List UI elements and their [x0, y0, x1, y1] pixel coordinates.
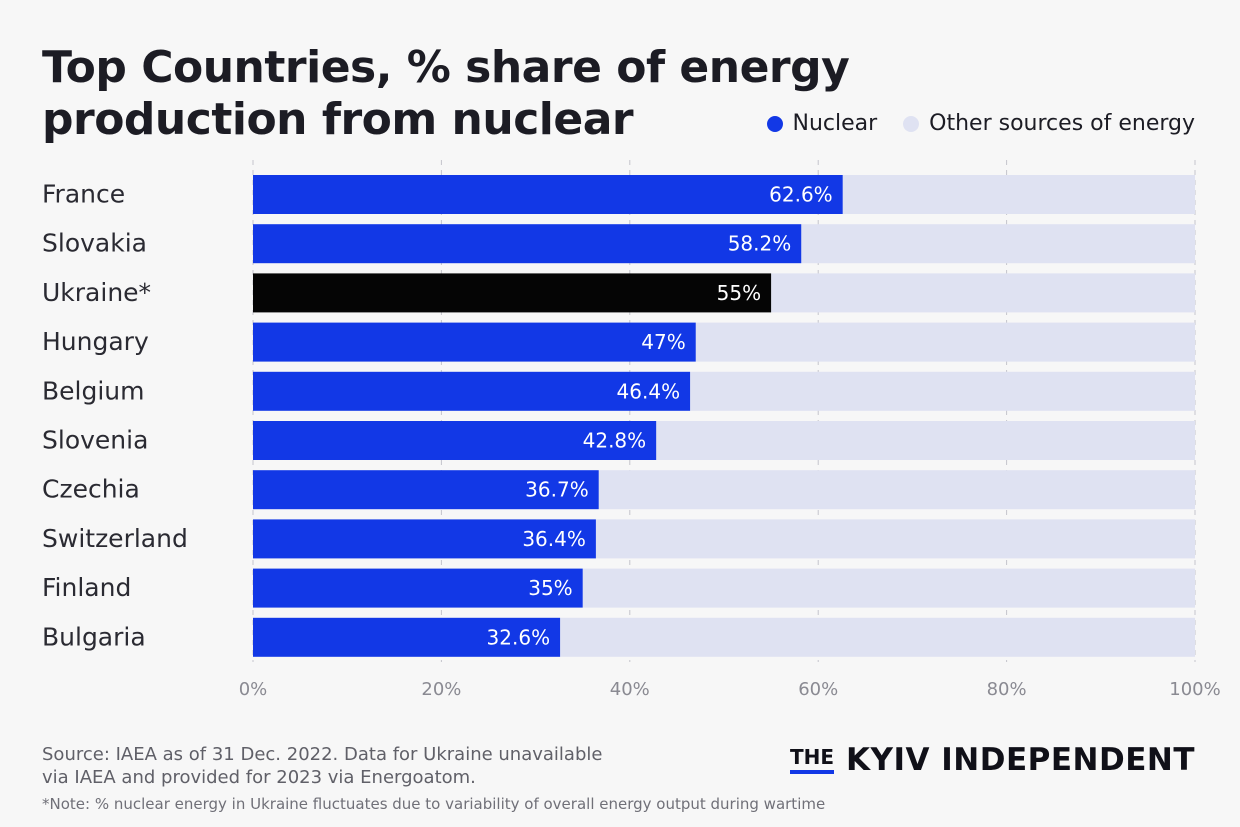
bar-nuclear-switzerland	[253, 519, 596, 559]
x-tick-label-20: 20%	[421, 679, 461, 700]
category-label-switzerland: Switzerland	[42, 524, 188, 553]
footnote: *Note: % nuclear energy in Ukraine fluct…	[42, 795, 826, 813]
data-label-bulgaria: 32.6%	[487, 625, 551, 649]
category-label-slovenia: Slovenia	[42, 426, 148, 455]
category-label-france: France	[42, 180, 125, 209]
brand-logo: THE KYIV INDEPENDENT	[789, 742, 1195, 778]
bar-other-hungary	[695, 322, 1195, 362]
bar-other-france	[842, 175, 1195, 214]
legend-swatch-other	[903, 115, 920, 132]
data-label-switzerland: 36.4%	[522, 527, 586, 551]
legend-label-nuclear: Nuclear	[792, 111, 878, 136]
brand-name: KYIV INDEPENDENT	[845, 742, 1195, 778]
category-label-bulgaria: Bulgaria	[42, 622, 146, 651]
category-label-belgium: Belgium	[42, 376, 145, 405]
x-tick-label-0: 0%	[239, 679, 268, 700]
category-label-hungary: Hungary	[42, 327, 149, 356]
bar-other-slovenia	[656, 421, 1195, 460]
bar-other-czechia	[598, 470, 1195, 510]
data-label-finland: 35%	[528, 576, 572, 600]
bar-chart: 0% 20% 40% 60% 80% 100% France 62.6% Slovakia 58…	[42, 160, 1221, 700]
data-label-france: 62.6%	[769, 183, 833, 207]
data-label-czechia: 36.7%	[525, 478, 589, 502]
bar-other-slovakia	[801, 224, 1195, 264]
bar-layer	[253, 175, 1195, 657]
category-label-slovakia: Slovakia	[42, 229, 147, 258]
source-line-2: via IAEA and provided for 2023 via Energ…	[42, 767, 476, 788]
data-label-slovakia: 58.2%	[728, 232, 792, 256]
bar-nuclear-ukraine	[253, 273, 772, 313]
category-label-czechia: Czechia	[42, 475, 140, 504]
bar-nuclear-finland	[253, 568, 583, 608]
source-line-1: Source: IAEA as of 31 Dec. 2022. Data fo…	[42, 744, 603, 765]
bar-other-belgium	[690, 371, 1195, 411]
x-tick-label-60: 60%	[798, 679, 838, 700]
x-tick-label-40: 40%	[610, 679, 650, 700]
bar-nuclear-hungary	[253, 322, 696, 362]
source-note: Source: IAEA as of 31 Dec. 2022. Data fo…	[42, 743, 722, 789]
legend-item-other: Other sources of energy	[903, 111, 1195, 136]
legend-item-nuclear: Nuclear	[766, 111, 878, 136]
legend-label-other: Other sources of energy	[929, 111, 1195, 136]
x-tick-label-100: 100%	[1169, 679, 1220, 700]
category-label-finland: Finland	[42, 573, 131, 602]
bar-other-ukraine	[771, 273, 1195, 313]
brand-the: THE	[789, 742, 834, 774]
category-label-ukraine: Ukraine*	[42, 278, 151, 307]
bar-nuclear-bulgaria	[253, 617, 561, 657]
bar-nuclear-slovenia	[253, 421, 657, 460]
data-label-slovenia: 42.8%	[583, 429, 647, 453]
chart-title: Top Countries, % share of energy product…	[42, 42, 942, 146]
chart-title-line-2: production from nuclear	[42, 94, 634, 145]
legend-swatch-nuclear	[766, 115, 783, 132]
legend: Nuclear Other sources of energy	[766, 111, 1195, 136]
x-tick-label-80: 80%	[987, 679, 1027, 700]
bar-nuclear-czechia	[253, 470, 599, 510]
data-label-hungary: 47%	[641, 330, 685, 354]
bar-other-finland	[582, 568, 1195, 608]
chart-title-line-1: Top Countries, % share of energy	[42, 42, 850, 93]
label-layer: France 62.6% Slovakia 58.2% Ukraine* 55% Hunga…	[42, 180, 833, 652]
bar-nuclear-belgium	[253, 371, 691, 411]
data-label-belgium: 46.4%	[617, 379, 681, 403]
bar-other-bulgaria	[560, 617, 1195, 657]
bar-nuclear-france	[253, 175, 843, 214]
bar-nuclear-slovakia	[253, 224, 802, 264]
bar-other-switzerland	[595, 519, 1195, 559]
data-label-ukraine: 55%	[717, 281, 761, 305]
